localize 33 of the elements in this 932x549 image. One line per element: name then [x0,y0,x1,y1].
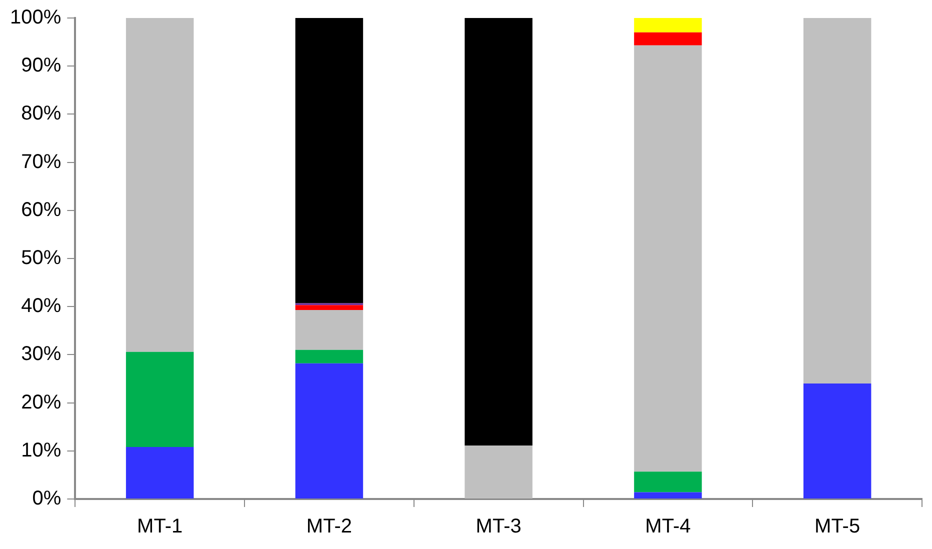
y-tick-label: 0% [32,488,62,510]
bar [295,363,364,498]
bar [126,18,194,352]
bar [295,310,364,350]
bar [464,18,532,446]
x-tick-label: MT-3 [476,516,522,538]
y-tick-label: 50% [21,247,62,270]
bar [634,45,702,472]
y-tick-label: 60% [21,198,62,221]
y-tick-label: 70% [21,150,62,173]
x-tick-label: MT-2 [306,516,352,538]
x-tick-label: MT-4 [645,516,691,538]
bar [803,384,872,498]
bar [634,32,702,46]
bar [295,18,364,304]
bar [464,446,532,498]
bar [634,18,702,32]
y-tick-label: 30% [21,343,62,366]
x-tick-label: MT-5 [814,516,860,538]
bar [295,305,364,310]
y-tick-label: 10% [21,439,62,462]
bar [126,352,194,448]
y-tick-label: 80% [21,102,62,125]
bar [634,472,702,492]
bar [126,447,194,498]
bar [803,18,872,384]
y-tick-label: 90% [21,54,62,77]
bar [634,492,702,498]
y-tick-label: 100% [10,6,62,29]
y-tick-label: 40% [21,295,62,318]
y-tick-label: 20% [21,391,62,414]
x-tick-label: MT-1 [137,516,183,538]
bar [295,350,364,364]
